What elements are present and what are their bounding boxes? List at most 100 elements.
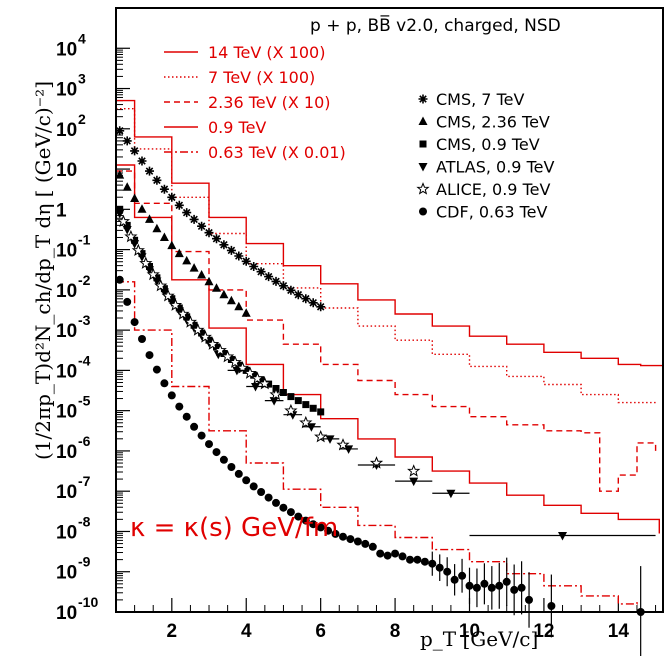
data-point-square <box>265 380 273 388</box>
y-tick-exponent: 2 <box>78 111 86 127</box>
data-point-triangle-down <box>137 253 147 262</box>
data-point-triangle-down <box>251 383 260 392</box>
data-point-square <box>317 408 325 416</box>
data-point-triangle-up <box>182 255 192 265</box>
data-point-triangle-down <box>558 532 567 541</box>
data-point-star <box>284 403 298 417</box>
legend: 14 TeV (X 100) 7 TeV (X 100) 2.36 TeV (X 1… <box>164 43 554 222</box>
data-point-square <box>213 343 220 351</box>
data-point-circle <box>420 557 429 566</box>
data-point-asterisk <box>174 200 184 210</box>
legend-label: 14 TeV (X 100) <box>208 43 325 62</box>
data-point-circle <box>182 412 191 421</box>
data-point-circle <box>234 469 243 478</box>
data-point-triangle-down <box>232 366 242 376</box>
data-point-asterisk <box>115 126 125 136</box>
data-point-star <box>198 330 212 343</box>
data-point-circle <box>324 526 333 535</box>
data-point-star <box>161 289 175 302</box>
data-point-star <box>299 415 313 429</box>
data-point-star <box>416 182 430 195</box>
legend-label: ALICE, 0.9 TeV <box>436 180 550 199</box>
y-tick-label: 10 <box>56 241 77 262</box>
data-point-triangle-down <box>306 423 316 432</box>
data-points <box>115 126 656 656</box>
data-point-square <box>220 350 228 357</box>
y-tick-label: 10 <box>56 563 77 584</box>
data-point-circle <box>167 391 176 400</box>
data-point-circle <box>316 523 325 532</box>
data-point-triangle-down <box>167 298 177 307</box>
data-point-square <box>123 221 131 229</box>
y-tick-exponent: -2 <box>78 272 91 288</box>
y-tick-label: 10 <box>56 80 77 101</box>
model-curve <box>116 170 657 492</box>
data-point-square <box>287 393 295 401</box>
data-point-circle <box>264 493 273 502</box>
y-tick-label: 10 <box>56 321 77 342</box>
data-point-triangle-up <box>174 248 184 258</box>
y-tick-label: 10 <box>56 160 77 181</box>
data-point-circle <box>212 448 221 457</box>
data-point-triangle-down <box>159 288 169 297</box>
data-point-circle <box>286 508 295 517</box>
data-point-asterisk <box>137 156 147 166</box>
y-tick-label: 1 <box>56 200 67 221</box>
data-point-circle <box>227 463 236 471</box>
data-point-asterisk <box>278 281 288 291</box>
data-point-square <box>235 361 243 369</box>
data-point-star <box>168 298 183 311</box>
data-point-square <box>419 140 427 148</box>
data-point-asterisk <box>308 298 318 308</box>
data-point-square <box>279 389 287 396</box>
data-point-circle <box>249 482 258 491</box>
x-tick-label: 6 <box>315 621 326 642</box>
plot-frame <box>115 7 664 613</box>
data-point-asterisk <box>219 240 229 250</box>
legend-label: CMS, 2.36 TeV <box>436 113 550 132</box>
data-point-triangle-down <box>152 277 162 286</box>
data-point-star <box>124 229 138 243</box>
y-tick-exponent: -9 <box>78 554 91 570</box>
x-tick-label: 14 <box>608 621 630 642</box>
data-point-triangle-up <box>241 308 251 317</box>
data-point-asterisk <box>122 136 132 146</box>
y-tick-label: 10 <box>56 120 77 141</box>
data-point-triangle-up <box>167 240 177 250</box>
data-point-asterisk <box>130 146 140 156</box>
data-point-circle <box>383 551 392 560</box>
data-point-asterisk <box>182 208 192 218</box>
data-point-triangle-up <box>137 204 147 213</box>
y-tick-exponent: -3 <box>78 312 91 328</box>
data-point-star <box>206 337 220 350</box>
data-point-star <box>336 438 350 451</box>
data-point-circle <box>398 552 407 561</box>
legend-label: 0.9 TeV <box>208 118 266 137</box>
data-point-asterisk <box>271 276 281 286</box>
y-tick-exponent: -8 <box>78 514 91 530</box>
y-tick-label: 10 <box>56 442 77 463</box>
y-tick-exponent: -5 <box>78 393 91 409</box>
data-point-asterisk <box>234 251 244 261</box>
data-point-asterisk <box>212 234 221 244</box>
data-point-triangle-down <box>115 209 125 219</box>
x-tick-label: 4 <box>241 621 252 642</box>
data-point-circle <box>301 516 310 525</box>
data-point-star <box>131 243 145 257</box>
legend-label: 0.63 TeV (X 0.01) <box>208 143 346 162</box>
legend-label: CMS, 7 TeV <box>436 90 524 109</box>
y-axis-tick-labels: 10410310210110-110-210-310-410-510-610-7… <box>56 30 98 624</box>
data-point-circle <box>361 539 370 548</box>
data-point-star <box>228 355 242 368</box>
data-point-circle <box>160 379 169 388</box>
legend-label: CMS, 0.9 TeV <box>436 135 540 154</box>
data-point-asterisk <box>316 302 326 312</box>
y-tick-exponent: 4 <box>78 30 86 46</box>
data-point-square <box>309 404 317 412</box>
data-point-triangle-up <box>189 263 199 272</box>
data-point-triangle-down <box>174 307 184 316</box>
data-point-asterisk <box>301 294 311 304</box>
y-tick-label: 10 <box>56 603 77 624</box>
x-tick-label: 10 <box>459 621 480 642</box>
x-tick-label: 2 <box>167 621 178 642</box>
